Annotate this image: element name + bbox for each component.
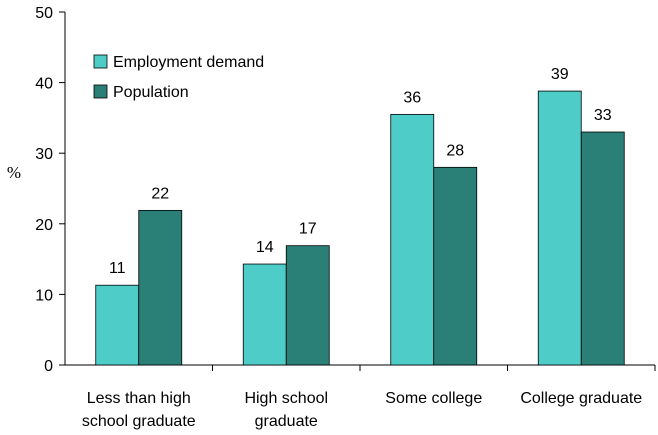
legend-swatch xyxy=(93,84,108,99)
x-category-label: High school xyxy=(244,390,328,407)
data-label: 22 xyxy=(151,185,169,202)
legend-label: Employment demand xyxy=(113,54,264,71)
bar-population xyxy=(285,245,330,366)
data-label: 33 xyxy=(594,107,612,124)
data-label: 36 xyxy=(403,89,421,106)
data-label: 39 xyxy=(551,66,569,83)
x-category-label: school graduate xyxy=(82,413,196,430)
bar-population xyxy=(138,209,183,366)
y-tick-label: 40 xyxy=(35,76,53,93)
legend-swatch xyxy=(93,54,108,69)
x-category-label: graduate xyxy=(255,413,318,430)
axes: 0 10 20 30 40 50 Less than high school graduate… xyxy=(35,5,656,430)
y-tick-label: 50 xyxy=(35,5,53,22)
data-label: 11 xyxy=(109,260,126,277)
y-tick-label: 30 xyxy=(35,146,53,163)
bar-employment-demand xyxy=(95,284,140,366)
data-label: 17 xyxy=(299,221,317,238)
x-category-label: Some college xyxy=(385,390,482,407)
legend-label: Population xyxy=(113,84,189,101)
bar-employment-demand xyxy=(390,113,435,366)
x-category-label: College graduate xyxy=(520,390,642,407)
y-tick-label: 20 xyxy=(35,217,53,234)
bars: 11 22 14 17 36 28 39 33 xyxy=(95,66,625,366)
y-tick-label: 10 xyxy=(35,287,53,304)
data-label: 14 xyxy=(256,239,274,256)
bar-employment-demand xyxy=(537,90,582,366)
y-axis-label: % xyxy=(7,163,21,182)
y-tick-label: 0 xyxy=(44,358,53,375)
x-category-label: Less than high xyxy=(87,390,191,407)
bar-population xyxy=(433,166,478,366)
data-label: 28 xyxy=(446,142,464,159)
bar-employment-demand xyxy=(242,263,287,366)
legend: Employment demand Population xyxy=(93,54,264,101)
bar-population xyxy=(580,131,625,366)
